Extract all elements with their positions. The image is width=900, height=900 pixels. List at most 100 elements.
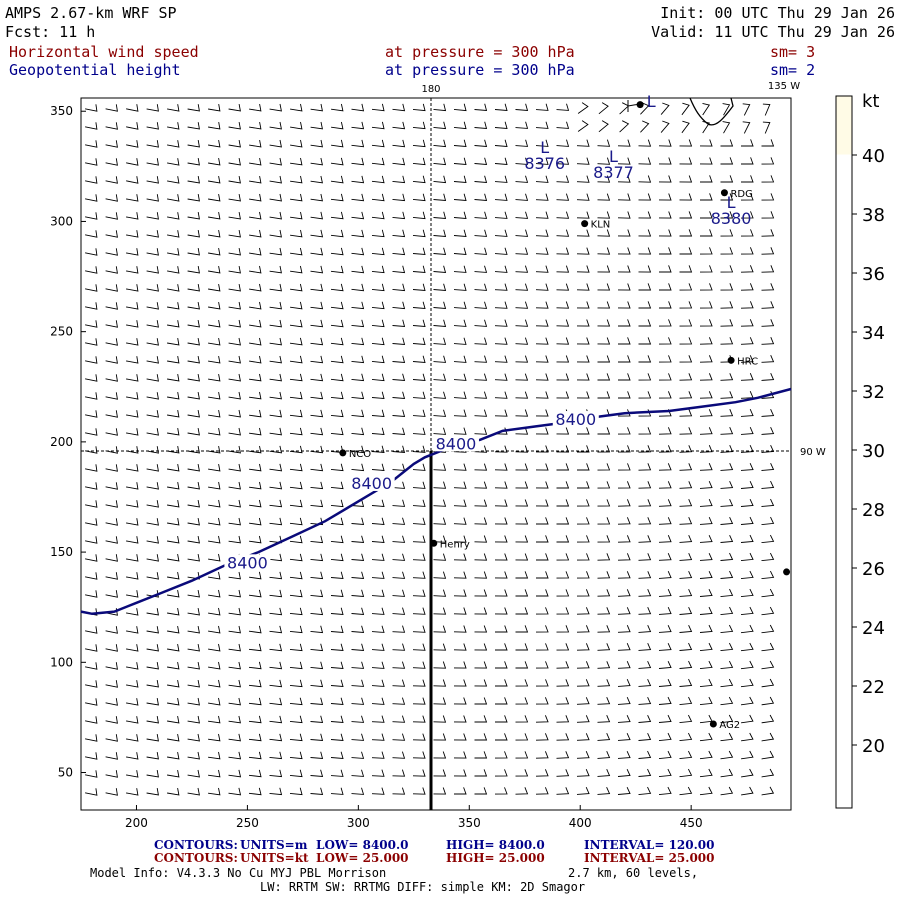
wind-barb (556, 643, 570, 651)
wind-barb (371, 337, 385, 346)
wind-barb (167, 410, 180, 418)
wind-barb (351, 229, 365, 238)
wind-barb (248, 661, 262, 670)
wind-barb (699, 624, 713, 633)
wind-barb (453, 319, 467, 327)
wind-barb (310, 463, 324, 472)
wind-barb (187, 248, 200, 256)
wind-barb (85, 752, 98, 760)
wind-barb (371, 607, 385, 615)
wind-barb (494, 103, 508, 112)
wind-barb (126, 194, 139, 202)
wind-barb (699, 337, 713, 345)
wind-barb (658, 679, 672, 687)
wind-barb (699, 750, 713, 760)
wind-barb (208, 104, 221, 112)
forecast-hour: Fcst: 11 h (5, 23, 95, 41)
wind-barb (617, 427, 631, 435)
wind-barb (412, 121, 426, 130)
wind-barb (699, 571, 713, 579)
wind-barb (146, 230, 159, 238)
wind-barb (658, 517, 672, 525)
wind-barb (330, 535, 344, 544)
low-marker: L (609, 147, 618, 166)
wind-barb (330, 157, 344, 166)
wind-barb (310, 643, 324, 652)
wind-barb (536, 535, 549, 543)
wind-barb (146, 284, 159, 292)
wind-barb (351, 625, 365, 634)
wind-barb (494, 121, 508, 130)
wind-barb (453, 337, 467, 345)
wind-barb (228, 266, 241, 274)
wind-barb (228, 248, 241, 256)
wind-barb (249, 247, 262, 256)
wind-barb (269, 121, 282, 130)
wind-barb (228, 391, 241, 400)
station-dot (709, 720, 717, 728)
wind-barb (433, 247, 447, 256)
wind-barb (638, 481, 652, 489)
wind-barb (536, 589, 549, 597)
wind-barb (85, 230, 98, 238)
wind-barb (494, 355, 508, 363)
wind-barb (228, 643, 241, 652)
wind-barb (577, 427, 590, 435)
wind-barb (761, 714, 775, 724)
wind-barb (330, 787, 344, 795)
contour-label-bg (552, 411, 599, 428)
wind-barb (597, 679, 611, 687)
wind-barb (556, 391, 570, 399)
wind-barb (330, 355, 344, 364)
wind-barb (351, 283, 365, 292)
wind-barb (371, 391, 385, 400)
wind-barb (433, 481, 447, 489)
wind-barb (85, 374, 98, 382)
wind-barb (290, 265, 303, 274)
wind-barb (720, 535, 734, 543)
wind-barb (699, 265, 713, 273)
colorbar: kt 40 38 36 34 32 30 28 26 24 22 20 (835, 91, 885, 809)
wind-barb (331, 103, 344, 112)
wind-barb (126, 770, 139, 778)
wind-barb (576, 355, 590, 363)
wind-barb (269, 769, 283, 778)
wind-barb (474, 571, 488, 579)
wind-barb (535, 355, 549, 363)
wind-barb (761, 480, 775, 489)
wind-barb (720, 193, 734, 201)
wind-barb (249, 319, 262, 328)
wind-barb (617, 211, 631, 219)
wind-barb (597, 481, 611, 489)
wind-barb (638, 786, 652, 796)
wind-barb (638, 571, 652, 579)
wind-barb (249, 409, 262, 418)
wind-barb (167, 266, 180, 274)
wind-barb (167, 572, 180, 580)
wind-barb (679, 499, 693, 507)
wind-barb (679, 786, 693, 796)
wind-barb (576, 193, 590, 201)
wind-barb (433, 121, 447, 130)
wind-barb (576, 265, 590, 273)
wind-barb (597, 499, 611, 507)
wind-barb (515, 589, 529, 597)
wind-barb (597, 265, 611, 273)
wind-barb (638, 625, 652, 633)
wind-barb (474, 589, 488, 597)
y-tick-label: 250 (50, 325, 73, 339)
wind-barb (740, 463, 754, 471)
wind-barb (494, 301, 508, 309)
wind-barb (433, 679, 447, 687)
station-dot (430, 539, 438, 547)
wind-barb (85, 176, 98, 184)
wind-barb (454, 787, 467, 795)
wind-barb (310, 121, 323, 130)
wind-barb (679, 157, 693, 165)
wind-barb (269, 787, 283, 796)
wind-barb (740, 247, 754, 255)
wind-barb (208, 589, 221, 598)
wind-barb (249, 140, 262, 148)
wind-barb (310, 535, 324, 544)
